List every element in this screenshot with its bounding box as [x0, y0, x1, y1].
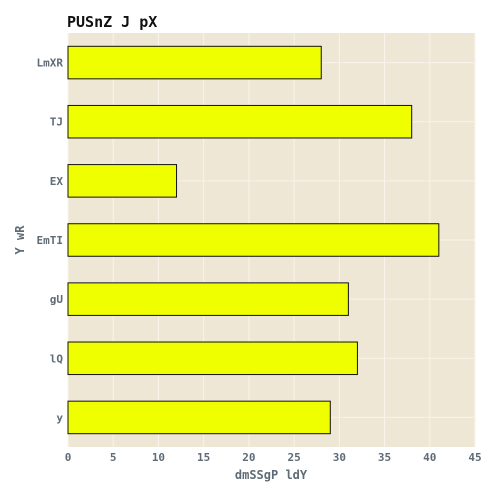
- x-tick-label: 15: [197, 451, 210, 464]
- bar-gU: [67, 282, 349, 316]
- x-tick-label: 20: [242, 451, 255, 464]
- bar-TJ: [67, 104, 413, 139]
- x-tick-label: 0: [65, 451, 72, 464]
- bar-lQ: [67, 341, 358, 376]
- x-tick-label: 25: [287, 451, 300, 464]
- bar-y: [67, 400, 331, 435]
- bar-EmTI: [67, 223, 440, 257]
- x-tick-label: 30: [333, 451, 346, 464]
- y-tick-label: LmXR: [37, 57, 64, 70]
- x-tick-label: 35: [378, 451, 391, 464]
- x-tick-label: 10: [152, 451, 165, 464]
- y-tick-label: EX: [50, 175, 64, 188]
- y-tick-label: y: [56, 411, 63, 424]
- chart-title: PUSnZ J pX: [67, 13, 157, 31]
- y-tick-label: lQ: [50, 352, 64, 365]
- x-tick-label: 5: [110, 451, 117, 464]
- bar-EX: [67, 164, 178, 198]
- y-tick-label: TJ: [50, 116, 63, 129]
- x-tick-label: 45: [468, 451, 481, 464]
- y-tick-label: EmTI: [37, 234, 64, 247]
- x-tick-label: 40: [423, 451, 436, 464]
- bar-LmXR: [67, 45, 322, 80]
- bars: [67, 45, 440, 435]
- y-tick-label: gU: [50, 293, 64, 306]
- y-axis-label: Y wR: [13, 225, 27, 255]
- x-axis-ticks: 0 5 10 15 20 25 30 35 40 45: [65, 451, 482, 464]
- x-axis-label: dmSSgP ldY: [235, 468, 308, 482]
- y-axis-ticks: LmXR TJ EX EmTI gU lQ y: [37, 57, 64, 425]
